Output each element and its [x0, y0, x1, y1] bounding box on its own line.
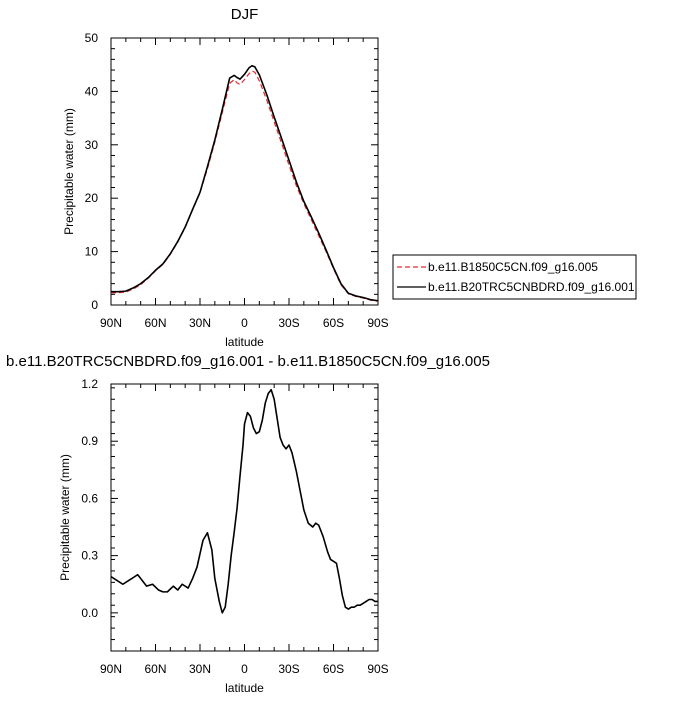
- bottom-y-tick-label: 0.3: [81, 549, 98, 563]
- legend-label-b1850: b.e11.B1850C5CN.f09_g16.005: [428, 260, 598, 274]
- legend-box: [392, 254, 637, 300]
- top-series-line-0: [111, 70, 379, 302]
- top-x-tick-label: 30N: [189, 316, 211, 330]
- bottom-series-line-0: [110, 388, 378, 614]
- top-x-axis-label: latitude: [225, 335, 264, 349]
- bottom-panel: b.e11.B20TRC5CNBDRD.f09_g16.001 - b.e11.…: [6, 353, 490, 695]
- top-x-tick-label: 30S: [278, 316, 299, 330]
- bottom-x-tick-label: 90S: [367, 662, 388, 676]
- bottom-y-tick-label: 1.2: [81, 377, 98, 391]
- top-ticks: 90N 60N 30N 0 30S 60S 90S 0 10 20 30 40 50: [85, 31, 389, 330]
- bottom-y-tick-label: 0.9: [81, 434, 98, 448]
- bottom-chart-title: b.e11.B20TRC5CNBDRD.f09_g16.001 - b.e11.…: [6, 353, 490, 370]
- bottom-x-axis-label: latitude: [225, 681, 264, 695]
- top-y-tick-label: 0: [91, 298, 98, 312]
- bottom-series-group: [110, 388, 378, 614]
- top-x-tick-label: 90N: [100, 316, 122, 330]
- top-x-tick-label: 90S: [367, 316, 388, 330]
- top-x-tick-label: 0: [241, 316, 248, 330]
- top-series-group: [111, 64, 379, 302]
- top-y-tick-label: 30: [85, 138, 99, 152]
- bottom-x-tick-label: 30N: [189, 662, 211, 676]
- bottom-y-tick-label: 0.0: [81, 606, 98, 620]
- top-y-tick-label: 10: [85, 245, 99, 259]
- top-x-tick-label: 60S: [323, 316, 344, 330]
- bottom-ticks: 90N 60N 30N 0 30S 60S 90S 0.0 0.3 0.6 0.9 1.2: [81, 377, 388, 676]
- bottom-y-tick-label: 0.6: [81, 491, 98, 505]
- bottom-x-tick-label: 60N: [144, 662, 166, 676]
- bottom-x-tick-label: 30S: [278, 662, 299, 676]
- top-y-axis-label: Precipitable water (mm): [62, 108, 76, 235]
- bottom-x-tick-label: 0: [241, 662, 248, 676]
- top-chart-title: DJF: [231, 6, 259, 23]
- legend-label-b20tr: b.e11.B20TRC5CNBDRD.f09_g16.001: [428, 280, 635, 294]
- top-y-tick-label: 20: [85, 191, 99, 205]
- top-panel: DJF 90N 60N 30N 0 30S 60S 90S 0 10 20 30 40 50 latit…: [62, 6, 637, 349]
- top-legend: b.e11.B1850C5CN.f09_g16.005 b.e11.B20TRC…: [392, 254, 637, 300]
- top-plot-frame: [110, 37, 379, 306]
- top-y-tick-label: 40: [85, 84, 99, 98]
- bottom-x-tick-label: 90N: [100, 662, 122, 676]
- bottom-x-tick-label: 60S: [323, 662, 344, 676]
- bottom-y-axis-label: Precipitable water (mm): [58, 454, 72, 581]
- top-y-tick-label: 50: [85, 31, 99, 45]
- top-x-tick-label: 60N: [144, 316, 166, 330]
- top-series-line-1: [111, 64, 379, 302]
